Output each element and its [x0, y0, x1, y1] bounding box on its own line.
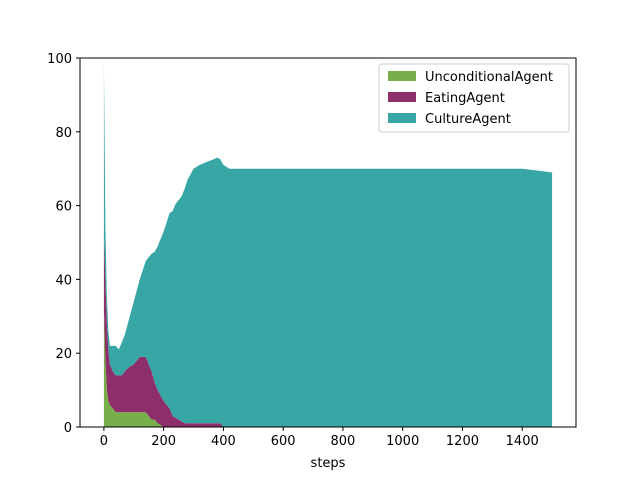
x-tick-label: 0: [100, 434, 108, 449]
legend-swatch: [388, 113, 416, 123]
legend-box: [378, 63, 570, 133]
legend-label: CultureAgent: [425, 112, 511, 127]
legend: UnconditionalAgent EatingAgent CultureAgen…: [378, 63, 570, 133]
y-tick-label: 60: [55, 200, 72, 215]
x-axis-label: steps: [311, 456, 346, 471]
x-tick-label: 400: [211, 434, 236, 449]
x-tick-label: 600: [271, 434, 296, 449]
x-tick-label: 800: [331, 434, 356, 449]
axes-frame: [79, 57, 577, 428]
legend-label: EatingAgent: [425, 91, 505, 106]
area-cultureagent: [103, 61, 553, 427]
y-tick-label: 100: [47, 52, 72, 67]
legend-swatch: [388, 71, 416, 81]
x-tick-label: 200: [151, 434, 176, 449]
y-tick-label: 0: [64, 421, 72, 436]
y-tick-label: 20: [55, 347, 72, 362]
y-tick-label: 40: [55, 273, 72, 288]
y-tick-label: 80: [55, 126, 72, 141]
x-tick-label: 1000: [386, 434, 419, 449]
x-tick-label: 1200: [446, 434, 479, 449]
legend-swatch: [388, 92, 416, 102]
legend-label: UnconditionalAgent: [425, 70, 553, 85]
x-axis-ticks: 0 200 400 600 800 1000 1200 1400: [100, 427, 539, 449]
y-axis-ticks: 0 20 40 60 80 100: [47, 52, 80, 436]
x-tick-label: 1400: [506, 434, 539, 449]
plot-areas: [103, 61, 553, 427]
area-eatingagent: [103, 235, 553, 427]
